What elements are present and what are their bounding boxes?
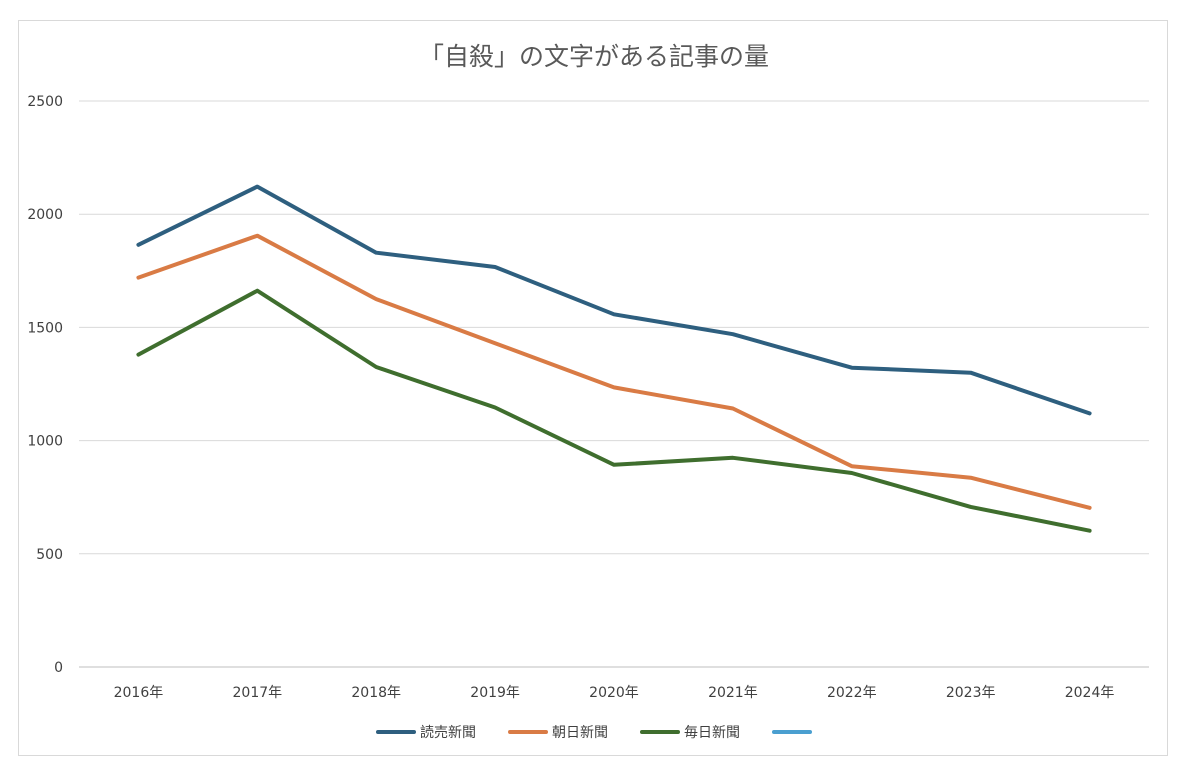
x-tick-label: 2021年 [708,685,758,701]
series-line-1 [136,233,1092,510]
x-tick-label: 2024年 [1065,685,1115,701]
x-tick-label: 2018年 [351,685,401,701]
legend-item: 毎日新聞 [640,725,740,741]
x-tick-label: 2023年 [946,685,996,701]
y-tick-label: 500 [36,547,63,563]
chart-title: 「自殺」の文字がある記事の量 [419,42,769,71]
y-tick-label: 0 [54,660,63,676]
grid-lines [79,100,1149,668]
line-chart: 「自殺」の文字がある記事の量 0 500 1000 1500 2000 2500 2016… [27,42,1149,741]
y-tick-label: 2500 [27,94,63,110]
x-tick-label: 2019年 [470,685,520,701]
legend-label: 朝日新聞 [552,725,608,741]
legend-item: 読売新聞 [376,724,476,741]
x-tick-label: 2017年 [233,685,283,701]
legend: 読売新聞 朝日新聞 毎日新聞 [376,724,812,741]
series-line-2 [136,288,1092,533]
legend-label: 毎日新聞 [684,725,740,741]
x-tick-label: 2022年 [827,685,877,701]
x-tick-label: 2016年 [114,685,164,701]
legend-label: 読売新聞 [420,724,476,741]
x-tick-label: 2020年 [589,685,639,701]
series-line-0 [136,184,1092,416]
y-tick-label: 2000 [27,207,63,223]
series-lines [136,184,1092,533]
x-axis-ticks: 2016年 2017年 2018年 2019年 2020年 2021年 2022年 2023年… [114,685,1115,701]
y-axis-ticks: 0 500 1000 1500 2000 2500 [27,94,63,676]
y-tick-label: 1500 [27,320,63,336]
chart-frame: 「自殺」の文字がある記事の量 0 500 1000 1500 2000 2500 2016… [18,20,1168,756]
legend-item: 朝日新聞 [508,725,608,741]
y-tick-label: 1000 [27,434,63,450]
